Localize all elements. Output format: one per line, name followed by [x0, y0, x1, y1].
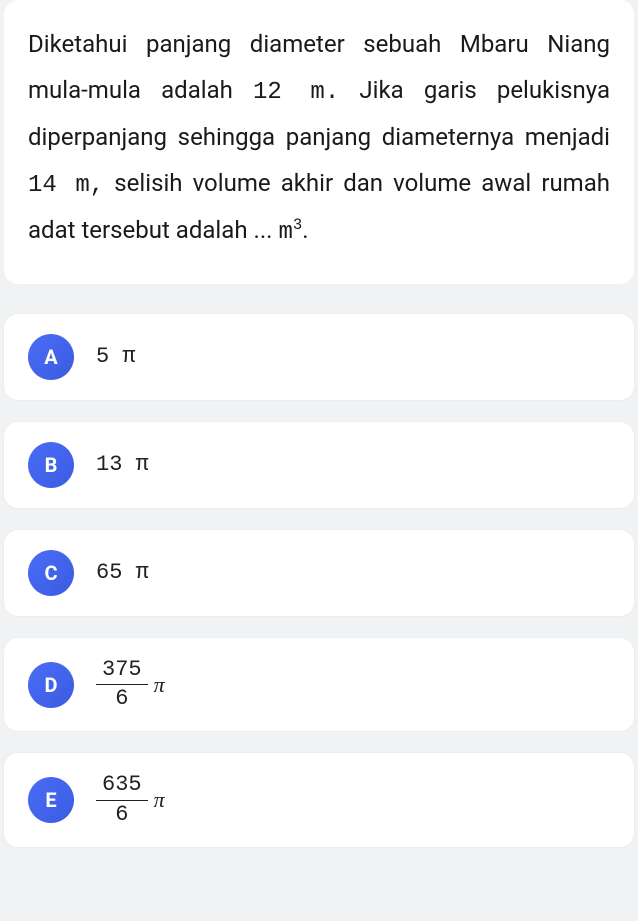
option-answer: 5 π — [96, 344, 136, 369]
question-unit: m3 — [278, 219, 302, 246]
unit-exp: 3 — [293, 216, 302, 234]
question-value: 14 m, — [28, 172, 104, 199]
option-answer: 13 π — [96, 452, 149, 477]
option-e[interactable]: E 635 6 π — [4, 753, 634, 846]
option-a[interactable]: A 5 π — [4, 314, 634, 400]
options-list: A 5 π B 13 π C 65 π D 375 6 π E 635 — [0, 314, 638, 847]
unit-base: m — [278, 219, 292, 246]
option-b[interactable]: B 13 π — [4, 422, 634, 508]
question-fragment: selisih volume akhir dan volume awal rum… — [28, 169, 610, 245]
pi-symbol: π — [154, 672, 165, 698]
option-c[interactable]: C 65 π — [4, 530, 634, 616]
option-badge: C — [28, 550, 74, 596]
answer-text: 5 π — [96, 344, 136, 369]
pi-symbol: π — [154, 787, 165, 813]
option-badge: A — [28, 334, 74, 380]
option-answer: 375 6 π — [96, 658, 165, 711]
option-answer: 635 6 π — [96, 773, 165, 826]
fraction-denominator: 6 — [109, 801, 134, 827]
fraction: 635 6 — [96, 773, 148, 826]
question-value: 12 m. — [253, 79, 339, 106]
fraction-numerator: 635 — [96, 773, 148, 800]
fraction-denominator: 6 — [109, 685, 134, 711]
question-text: Diketahui panjang diameter sebuah Mbaru … — [28, 22, 610, 256]
option-badge: D — [28, 662, 74, 708]
question-suffix: . — [302, 216, 308, 244]
fraction: 375 6 — [96, 658, 148, 711]
answer-text: 65 π — [96, 560, 149, 585]
option-answer: 65 π — [96, 560, 149, 585]
answer-text: 13 π — [96, 452, 149, 477]
question-card: Diketahui panjang diameter sebuah Mbaru … — [4, 0, 634, 284]
fraction-numerator: 375 — [96, 658, 148, 685]
option-d[interactable]: D 375 6 π — [4, 638, 634, 731]
option-badge: E — [28, 777, 74, 823]
option-badge: B — [28, 442, 74, 488]
